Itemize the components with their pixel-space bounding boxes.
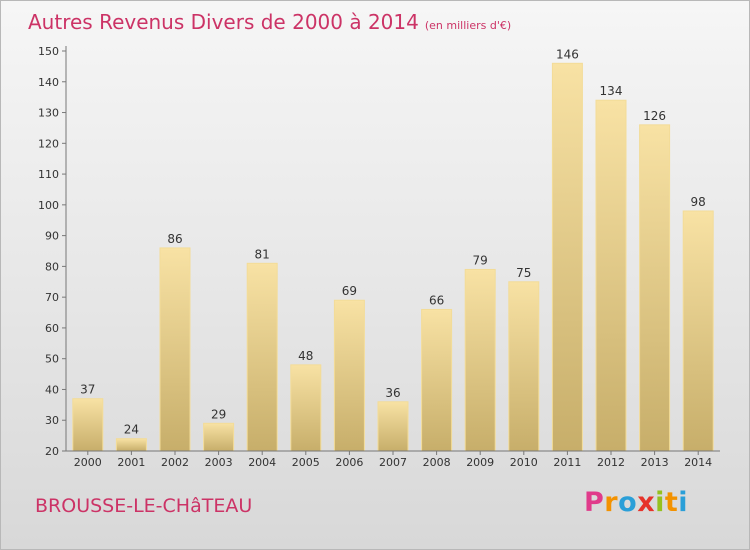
bar-value-label: 126 — [643, 109, 666, 123]
x-tick-label: 2007 — [379, 456, 407, 469]
bar-value-label: 66 — [429, 293, 444, 307]
x-tick-label: 2004 — [248, 456, 276, 469]
logo-letter: o — [618, 487, 638, 518]
bar-2002 — [159, 247, 191, 452]
x-tick-label: 2014 — [684, 456, 712, 469]
bar-value-label: 134 — [600, 84, 623, 98]
y-tick-label: 20 — [45, 445, 59, 458]
y-tick-label: 60 — [45, 322, 59, 335]
y-axis: 20 30 40 50 60 70 80 90 100 110 120 130 140 150 — [38, 45, 67, 458]
bar-2007 — [377, 401, 409, 452]
bar-value-label: 37 — [80, 383, 95, 397]
bar-value-label: 48 — [298, 349, 313, 363]
y-tick-label: 70 — [45, 291, 59, 304]
bars: 37 24 86 29 81 48 69 36 66 79 75 146 134 126 98 — [72, 47, 714, 452]
bar-2009 — [464, 268, 496, 452]
x-tick-label: 2000 — [74, 456, 102, 469]
y-tick-label: 140 — [38, 76, 59, 89]
y-tick-label: 40 — [45, 383, 59, 396]
x-tick-label: 2009 — [466, 456, 494, 469]
x-tick-label: 2003 — [205, 456, 233, 469]
x-tick-label: 2006 — [335, 456, 363, 469]
y-tick-label: 100 — [38, 199, 59, 212]
y-tick-label: 30 — [45, 414, 59, 427]
x-tick-label: 2001 — [117, 456, 145, 469]
bar-2004 — [246, 262, 278, 452]
logo-letter: r — [604, 487, 619, 518]
x-axis: 2000 2001 2002 2003 2004 2005 2006 2007 2008 2009… — [66, 450, 720, 469]
y-tick-label: 130 — [38, 107, 59, 120]
bar-2000 — [72, 398, 104, 452]
bar-2012 — [595, 99, 627, 452]
x-tick-label: 2008 — [423, 456, 451, 469]
x-tick-label: 2011 — [553, 456, 581, 469]
x-tick-label: 2010 — [510, 456, 538, 469]
bar-2008 — [421, 308, 453, 452]
bar-value-label: 98 — [691, 195, 706, 209]
bar-value-label: 79 — [473, 253, 488, 267]
y-tick-label: 90 — [45, 230, 59, 243]
logo-letter: x — [637, 487, 656, 518]
chart-title: Autres Revenus Divers de 2000 à 2014 (en … — [28, 10, 511, 34]
proxiti-logo: Proxiti — [584, 487, 688, 518]
x-tick-label: 2002 — [161, 456, 189, 469]
bar-2014 — [682, 210, 714, 452]
bar-2003 — [203, 422, 235, 452]
bar-2005 — [290, 364, 322, 452]
x-tick-label: 2013 — [641, 456, 669, 469]
bar-2011 — [551, 62, 583, 452]
logo-letter: P — [584, 487, 605, 518]
bar-value-label: 69 — [342, 284, 357, 298]
bar-value-label: 81 — [255, 247, 270, 261]
bar-value-label: 29 — [211, 407, 226, 421]
y-tick-label: 120 — [38, 137, 59, 150]
x-tick-label: 2005 — [292, 456, 320, 469]
commune-name: BROUSSE-LE-CHâTEAU — [35, 495, 253, 517]
bar-2006 — [333, 299, 365, 452]
chart-subtitle: (en milliers d'€) — [424, 19, 512, 32]
bar-2013 — [639, 124, 671, 452]
y-tick-label: 80 — [45, 260, 59, 273]
bar-value-label: 36 — [385, 386, 400, 400]
bar-value-label: 24 — [124, 423, 139, 437]
chart-title-text: Autres Revenus Divers de 2000 à 2014 — [28, 10, 419, 34]
bar-value-label: 86 — [167, 232, 182, 246]
logo-letter: i — [655, 487, 665, 518]
y-tick-label: 150 — [38, 45, 59, 58]
y-tick-label: 110 — [38, 168, 59, 181]
logo-letter: t — [664, 487, 679, 518]
bar-2001 — [115, 438, 147, 452]
x-tick-label: 2012 — [597, 456, 625, 469]
bar-2010 — [508, 281, 540, 452]
bar-value-label: 75 — [516, 266, 531, 280]
y-tick-label: 50 — [45, 353, 59, 366]
bar-value-label: 146 — [556, 47, 579, 61]
logo-letter: i — [678, 487, 689, 518]
